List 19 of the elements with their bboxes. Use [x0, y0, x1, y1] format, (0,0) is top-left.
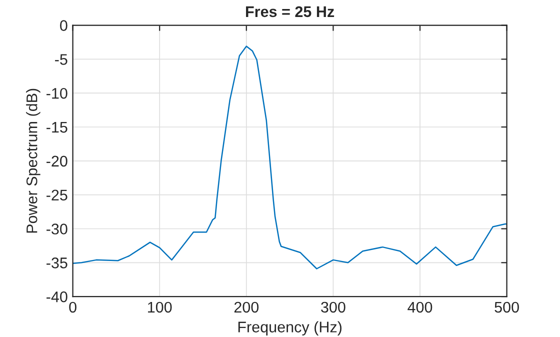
x-tick-label: 0 [69, 302, 76, 313]
x-tick-label: 100 [148, 302, 172, 313]
y-tick-label: -15 [46, 122, 68, 133]
y-tick-label: -35 [46, 258, 68, 268]
chart-title: Fres = 25 Hz [246, 6, 334, 18]
y-tick-label: -40 [46, 291, 68, 302]
x-tick-label: 200 [234, 302, 259, 313]
y-tick-label: -5 [55, 54, 68, 65]
line-series [72, 46, 507, 270]
x-axis-title: Frequency (Hz) [238, 321, 342, 336]
x-tick-label: 400 [408, 302, 432, 313]
y-tick-label: -25 [46, 190, 68, 201]
x-tick-label: 500 [494, 302, 519, 313]
y-axis-title: Power Spectrum (dB) [26, 88, 40, 233]
y-tick-label: 0 [60, 20, 68, 31]
x-tick-label: 300 [321, 302, 346, 313]
y-tick-label: -10 [46, 88, 68, 99]
y-tick-label: -20 [46, 156, 68, 167]
y-tick-label: -30 [46, 224, 68, 234]
